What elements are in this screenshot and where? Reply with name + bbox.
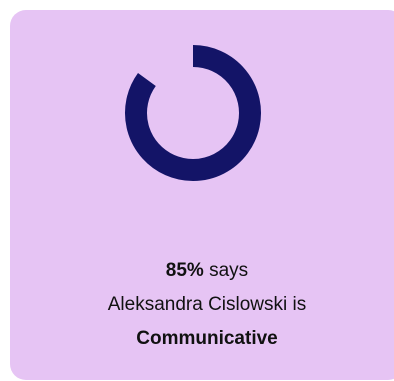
result-card: 85% says Aleksandra Cislowski is Communi…	[10, 10, 394, 380]
caption-line-1: 85% says	[10, 254, 394, 288]
donut-svg	[125, 45, 261, 181]
says-text: says	[209, 260, 249, 281]
donut-chart	[118, 38, 268, 188]
trait-label: Communicative	[136, 328, 278, 349]
percent-value: 85%	[165, 260, 204, 281]
caption: 85% says Aleksandra Cislowski is Communi…	[10, 254, 394, 356]
subject-text: Aleksandra Cislowski is	[107, 294, 307, 315]
donut-arc	[125, 45, 261, 181]
